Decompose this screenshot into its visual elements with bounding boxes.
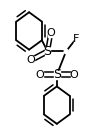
Bar — [45, 47, 50, 55]
Text: S: S — [53, 68, 61, 81]
Text: S: S — [44, 45, 52, 58]
Text: O: O — [69, 70, 78, 80]
Bar — [38, 71, 43, 79]
Text: F: F — [73, 34, 79, 44]
Circle shape — [64, 49, 68, 54]
Bar — [28, 56, 34, 64]
Bar — [74, 34, 79, 43]
Text: O: O — [46, 28, 55, 38]
Bar — [54, 71, 60, 79]
Bar — [48, 29, 53, 37]
Bar — [71, 71, 76, 79]
Text: O: O — [36, 70, 45, 80]
Text: O: O — [27, 55, 35, 65]
